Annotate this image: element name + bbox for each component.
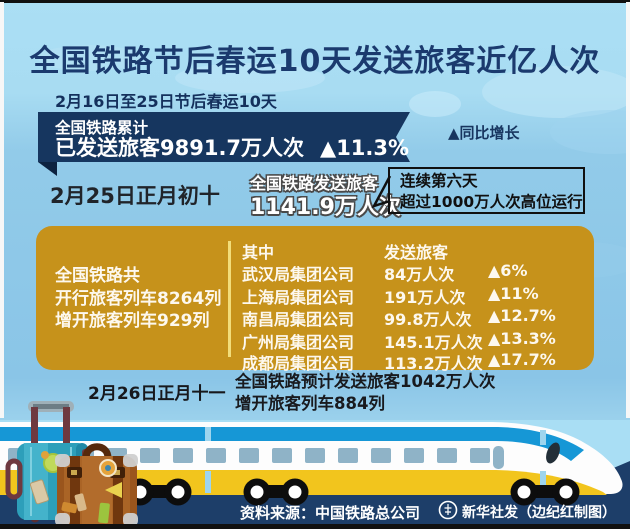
table-row: 成都局集团公司 113.2万人次 ▲17.7% [242,350,592,373]
passenger-value: 84万人次 [384,265,455,284]
growth-delta: ▲12.7% [488,306,556,325]
growth-delta: ▲11% [488,283,539,303]
feb25-metric-label: 全国铁路发送旅客 [250,174,379,193]
table-row: 武汉局集团公司 84万人次 ▲6% [242,261,592,284]
callout-tail [371,175,392,209]
summary-line3: 增开旅客列车929列 [55,311,210,331]
sticker-triangle [105,482,122,498]
passenger-value: 99.8万人次 [384,310,472,329]
col-header-2: 发送旅客 [384,243,449,262]
feb26-forecast: 全国铁路预计发送旅客1042万人次 增开旅客列车884列 [235,371,495,414]
forecast-line1: 全国铁路预计发送旅客1042万人次 [235,372,496,391]
bureau-name: 广州局集团公司 [242,332,355,352]
feb25-date: 2月25日正月初十 [50,184,220,208]
forecast-line2: 增开旅客列车884列 [235,393,385,413]
rail-data-panel [36,226,594,370]
source-label: 资料来源：中国铁路总公司 [240,504,421,522]
sticker-tag [29,479,50,505]
passenger-value: 191万人次 [384,287,466,307]
growth-delta: ▲6% [488,261,528,280]
col-header-1: 其中 [242,243,275,262]
callout-line2: 超过1000万人次高位运行 [400,193,583,211]
corner-caps [55,454,138,526]
sticker-orange-rect [61,502,78,514]
top-border [0,0,630,3]
sticker-beige-rect [74,493,87,512]
page-title: 全国铁路节后春运10天发送旅客近亿人次 [29,44,601,79]
bureau-name: 武汉局集团公司 [242,265,355,284]
period-label: 2月16日至25日节后春运10天 [55,92,277,111]
passenger-value: 145.1万人次 [384,332,483,352]
banner-delta: ▲11.3% [320,136,410,160]
feb26-date: 2月26日正月十一 [88,384,226,404]
panel-divider [228,241,231,357]
summary-line2: 开行旅客列车8264列 [55,288,222,309]
driver-window [546,442,560,464]
banner-line2: 已发送旅客9891.7万人次 ▲11.3% [55,132,409,162]
train-roof-stripe [0,427,584,461]
high-speed-train-illustration [0,422,630,506]
banner-ribbon [38,112,410,176]
table-header-row: 其中 发送旅客 [242,239,592,262]
passenger-value: 113.2万人次 [384,354,483,373]
callout-line1: 连续第六天 [400,172,478,190]
growth-delta: ▲17.7% [488,350,556,369]
banner-line1: 全国铁路累计 [55,119,149,137]
left-margin [0,2,4,418]
brown-suitcase [55,443,138,526]
bureau-name: 南昌局集团公司 [242,310,355,329]
sticker-green-rect [98,502,110,524]
right-margin [626,2,630,418]
luggage-illustration [5,401,138,526]
table-row: 南昌局集团公司 99.8万人次 ▲12.7% [242,306,592,329]
table-row: 广州局集团公司 145.1万人次 ▲13.3% [242,328,592,352]
panel-summary: 全国铁路共 开行旅客列车8264列 增开旅客列车929列 [55,265,221,333]
growth-delta: ▲13.3% [488,328,556,348]
xinhua-emblem-icon [438,500,458,520]
sticker-orange-dot [41,451,49,459]
summary-line1: 全国铁路共 [55,266,140,286]
bureau-name: 成都局集团公司 [242,354,355,373]
carriage-gaps [205,427,546,493]
yoy-legend: ▲同比增长 [448,124,520,142]
bottom-border [0,524,630,529]
credit-label: 新华社发（边纪红制图） [462,505,616,521]
ribbon-fold [38,162,57,176]
bureau-name: 上海局集团公司 [242,287,355,307]
banner-total: 已发送旅客9891.7万人次 [55,136,305,160]
callout-box: 连续第六天 超过1000万人次高位运行 [388,167,585,214]
table-row: 上海局集团公司 191万人次 ▲11% [242,283,592,307]
feb25-metric-value: 1141.9万人次 [250,195,401,220]
